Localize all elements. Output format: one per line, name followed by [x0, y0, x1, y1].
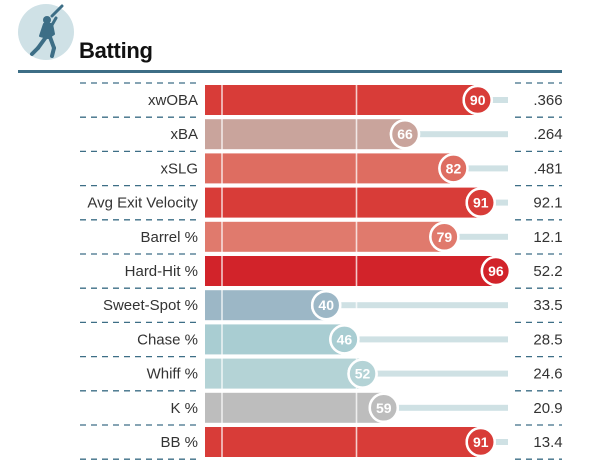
metric-label: Hard-Hit %	[125, 263, 198, 280]
stat-value: 12.1	[533, 229, 562, 246]
percentile-bar	[205, 358, 363, 389]
percentile-badge	[465, 426, 496, 458]
percentile-badge	[438, 153, 469, 184]
metric-label: Whiff %	[147, 366, 198, 383]
section-title: Batting	[79, 38, 153, 63]
stat-value: 24.6	[533, 366, 562, 383]
percentile-bar	[205, 153, 454, 184]
percentile-value: 66	[397, 126, 413, 142]
percentile-bar	[205, 187, 481, 218]
percentile-bar	[205, 221, 445, 252]
metric-label: K %	[170, 400, 198, 417]
stat-value: 52.2	[533, 263, 562, 280]
metric-label: Avg Exit Velocity	[87, 195, 198, 212]
percentile-badge	[429, 221, 460, 253]
percentile-bar	[205, 427, 481, 457]
stat-value: 13.4	[533, 434, 562, 451]
percentile-badge	[347, 358, 378, 389]
percentile-badge	[368, 392, 400, 424]
percentile-value: 59	[376, 400, 392, 416]
metric-label: xwOBA	[148, 92, 198, 109]
percentile-bar	[205, 256, 496, 286]
percentile-value: 52	[355, 366, 371, 382]
baseball-batter-icon	[18, 4, 74, 60]
percentile-badge	[329, 324, 360, 355]
percentile-badge	[310, 289, 342, 321]
percentile-bar	[205, 290, 327, 321]
header-rule	[18, 70, 562, 73]
percentile-bar	[205, 324, 345, 355]
metric-label: BB %	[160, 434, 198, 451]
percentile-bar	[205, 392, 384, 423]
percentile-value: 90	[470, 92, 486, 108]
section-header: Batting	[0, 0, 589, 78]
stat-value: .481	[533, 160, 562, 177]
percentile-badge	[389, 118, 421, 150]
stat-value: 33.5	[533, 297, 562, 314]
percentile-value: 82	[446, 160, 462, 176]
percentile-badge	[462, 84, 493, 116]
percentile-value: 79	[437, 229, 453, 245]
percentile-badge	[480, 255, 512, 287]
stat-value: .264	[533, 126, 562, 143]
metric-label: xBA	[170, 126, 198, 143]
percentile-badge	[465, 187, 496, 218]
metric-label: xSLG	[160, 160, 198, 177]
percentile-value: 91	[473, 195, 489, 211]
percentile-value: 96	[488, 263, 504, 279]
stat-value: .366	[533, 92, 562, 109]
stat-value: 92.1	[533, 195, 562, 212]
metric-label: Barrel %	[140, 229, 198, 246]
percentile-value: 40	[318, 297, 334, 313]
metric-label: Sweet-Spot %	[103, 297, 198, 314]
metric-label: Chase %	[137, 331, 198, 348]
stat-value: 20.9	[533, 400, 562, 417]
percentile-bar	[205, 119, 405, 150]
percentile-value: 91	[473, 434, 489, 450]
percentile-value: 46	[337, 331, 353, 347]
percentile-bar	[205, 85, 478, 115]
stat-value: 28.5	[533, 331, 562, 348]
